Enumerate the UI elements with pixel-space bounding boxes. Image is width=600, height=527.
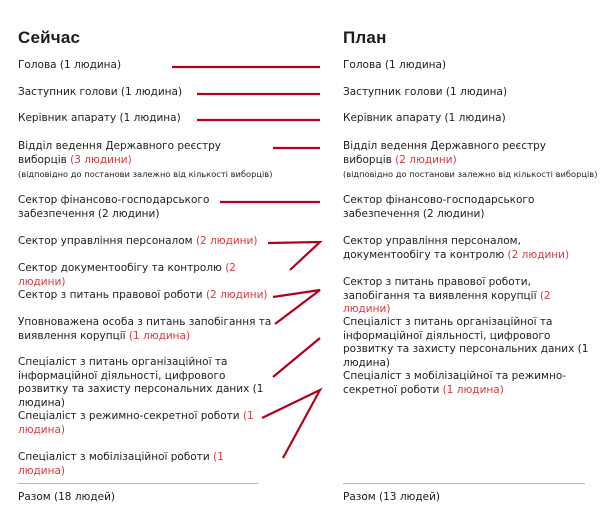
current-item: Сектор управління персоналом (2 людини) [18,235,273,249]
current-item: Спеціаліст з мобілізаційної роботи (1 лю… [18,451,273,478]
headcount: (1 людина) [442,383,504,396]
item-label: Спеціаліст з мобілізаційної та режимно-с… [343,370,567,396]
item-label: Сектор управління персоналом, документоо… [343,235,521,261]
item-label: Сектор документообігу та контролю [18,262,226,274]
current-item: Керівник апарату (1 людина) [18,112,273,126]
item-label: Уповноважена особа з питань запобігання … [18,316,272,342]
item-label: Керівник апарату (1 людина) [18,112,181,124]
plan-item: Сектор фінансово-господарського забезпеч… [343,194,598,221]
item-label: Спеціаліст з питань організаційної та ін… [18,356,264,409]
item-label: Заступник голови (1 людина) [18,86,183,98]
plan-item: Керівник апарату (1 людина) [343,112,598,126]
headcount: (2 людини) [18,262,236,288]
current-item: Заступник голови (1 людина) [18,86,273,100]
plan-item: Спеціаліст з мобілізаційної та режимно-с… [343,370,598,397]
headcount: (1 людина) [18,410,254,436]
item-note: (відповідно до постанови залежно від кіл… [343,169,598,179]
item-label: Спеціаліст з режимно-секретної роботи [18,410,243,422]
headcount: (2 людини) [507,248,570,261]
current-item: Відділ ведення Державного реєстру виборц… [18,140,273,181]
item-note: (відповідно до постанови залежно від кіл… [18,169,273,179]
current-item: Спеціаліст з режимно-секретної роботи (1… [18,410,273,437]
current-item: Сектор документообігу та контролю (2 люд… [18,262,273,289]
current-total: Разом (18 людей) [18,491,116,503]
item-label: Спеціаліст з мобілізаційної роботи [18,451,214,463]
headcount: (2 людини) [195,235,258,247]
plan-item: Сектор з питань правової роботи, запобіг… [343,276,598,317]
plan-item: Спеціаліст з питань організаційної та ін… [343,316,598,370]
plan-divider [343,483,585,484]
item-label: Заступник голови (1 людина) [343,86,508,98]
item-label: Сектор управління персоналом [18,235,196,247]
headcount: (2 людини) [395,153,457,166]
item-label: Сектор з питань правової роботи, запобіг… [343,276,540,302]
item-label: Сектор фінансово-господарського забезпеч… [18,194,210,220]
connector-legal-corruption [272,288,321,325]
headcount: (1 людина) [18,451,224,477]
current-item: Сектор фінансово-господарського забезпеч… [18,194,273,221]
current-item: Сектор з питань правової роботи (2 людин… [18,289,273,303]
item-label: Спеціаліст з питань організаційної та ін… [343,316,589,369]
connector-mobilization-secret [261,387,323,459]
plan-title: План [343,28,387,47]
headcount: (3 людини) [70,153,132,166]
plan-item: Заступник голови (1 людина) [343,86,598,100]
current-title: Сейчас [18,28,81,47]
item-label: Керівник апарату (1 людина) [343,112,506,124]
current-divider [18,483,258,484]
item-label: Голова (1 людина) [18,59,122,71]
headcount: (2 людини) [343,289,551,316]
plan-total: Разом (13 людей) [343,491,441,503]
current-item: Спеціаліст з питань організаційної та ін… [18,356,273,410]
current-item: Уповноважена особа з питань запобігання … [18,316,273,343]
headcount: (1 людина) [128,329,191,342]
item-label: Сектор з питань правової роботи [18,289,206,301]
headcount: (2 людини) [205,289,268,301]
plan-item: Голова (1 людина) [343,59,598,73]
item-label: Відділ ведення Державного реєстру виборц… [343,140,546,166]
connector-personnel-docs [267,240,323,271]
plan-item: Відділ ведення Державного реєстру виборц… [343,140,598,181]
connector-organizational [272,337,321,378]
item-label: Голова (1 людина) [343,59,447,71]
item-label: Відділ ведення Державного реєстру виборц… [18,140,221,166]
item-label: Сектор фінансово-господарського забезпеч… [343,194,535,220]
plan-item: Сектор управління персоналом, документоо… [343,235,598,262]
current-item: Голова (1 людина) [18,59,273,73]
